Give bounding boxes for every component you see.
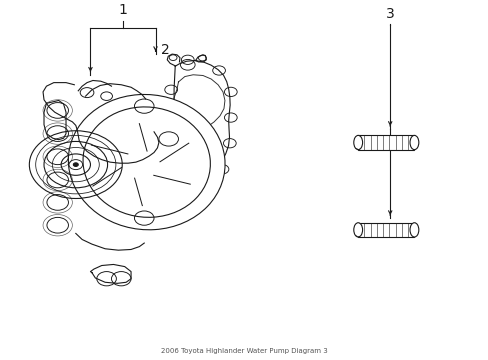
Ellipse shape — [409, 223, 418, 237]
Text: 2: 2 — [161, 43, 170, 57]
Ellipse shape — [353, 135, 362, 150]
Ellipse shape — [83, 107, 210, 217]
Ellipse shape — [68, 94, 224, 230]
Bar — [357, 135, 414, 150]
Text: 3: 3 — [385, 6, 394, 21]
Circle shape — [73, 163, 78, 166]
Ellipse shape — [409, 135, 418, 150]
Text: 1: 1 — [119, 3, 127, 17]
Bar — [357, 223, 414, 237]
Ellipse shape — [353, 223, 362, 237]
Text: 2006 Toyota Highlander Water Pump Diagram 3: 2006 Toyota Highlander Water Pump Diagra… — [161, 348, 327, 354]
